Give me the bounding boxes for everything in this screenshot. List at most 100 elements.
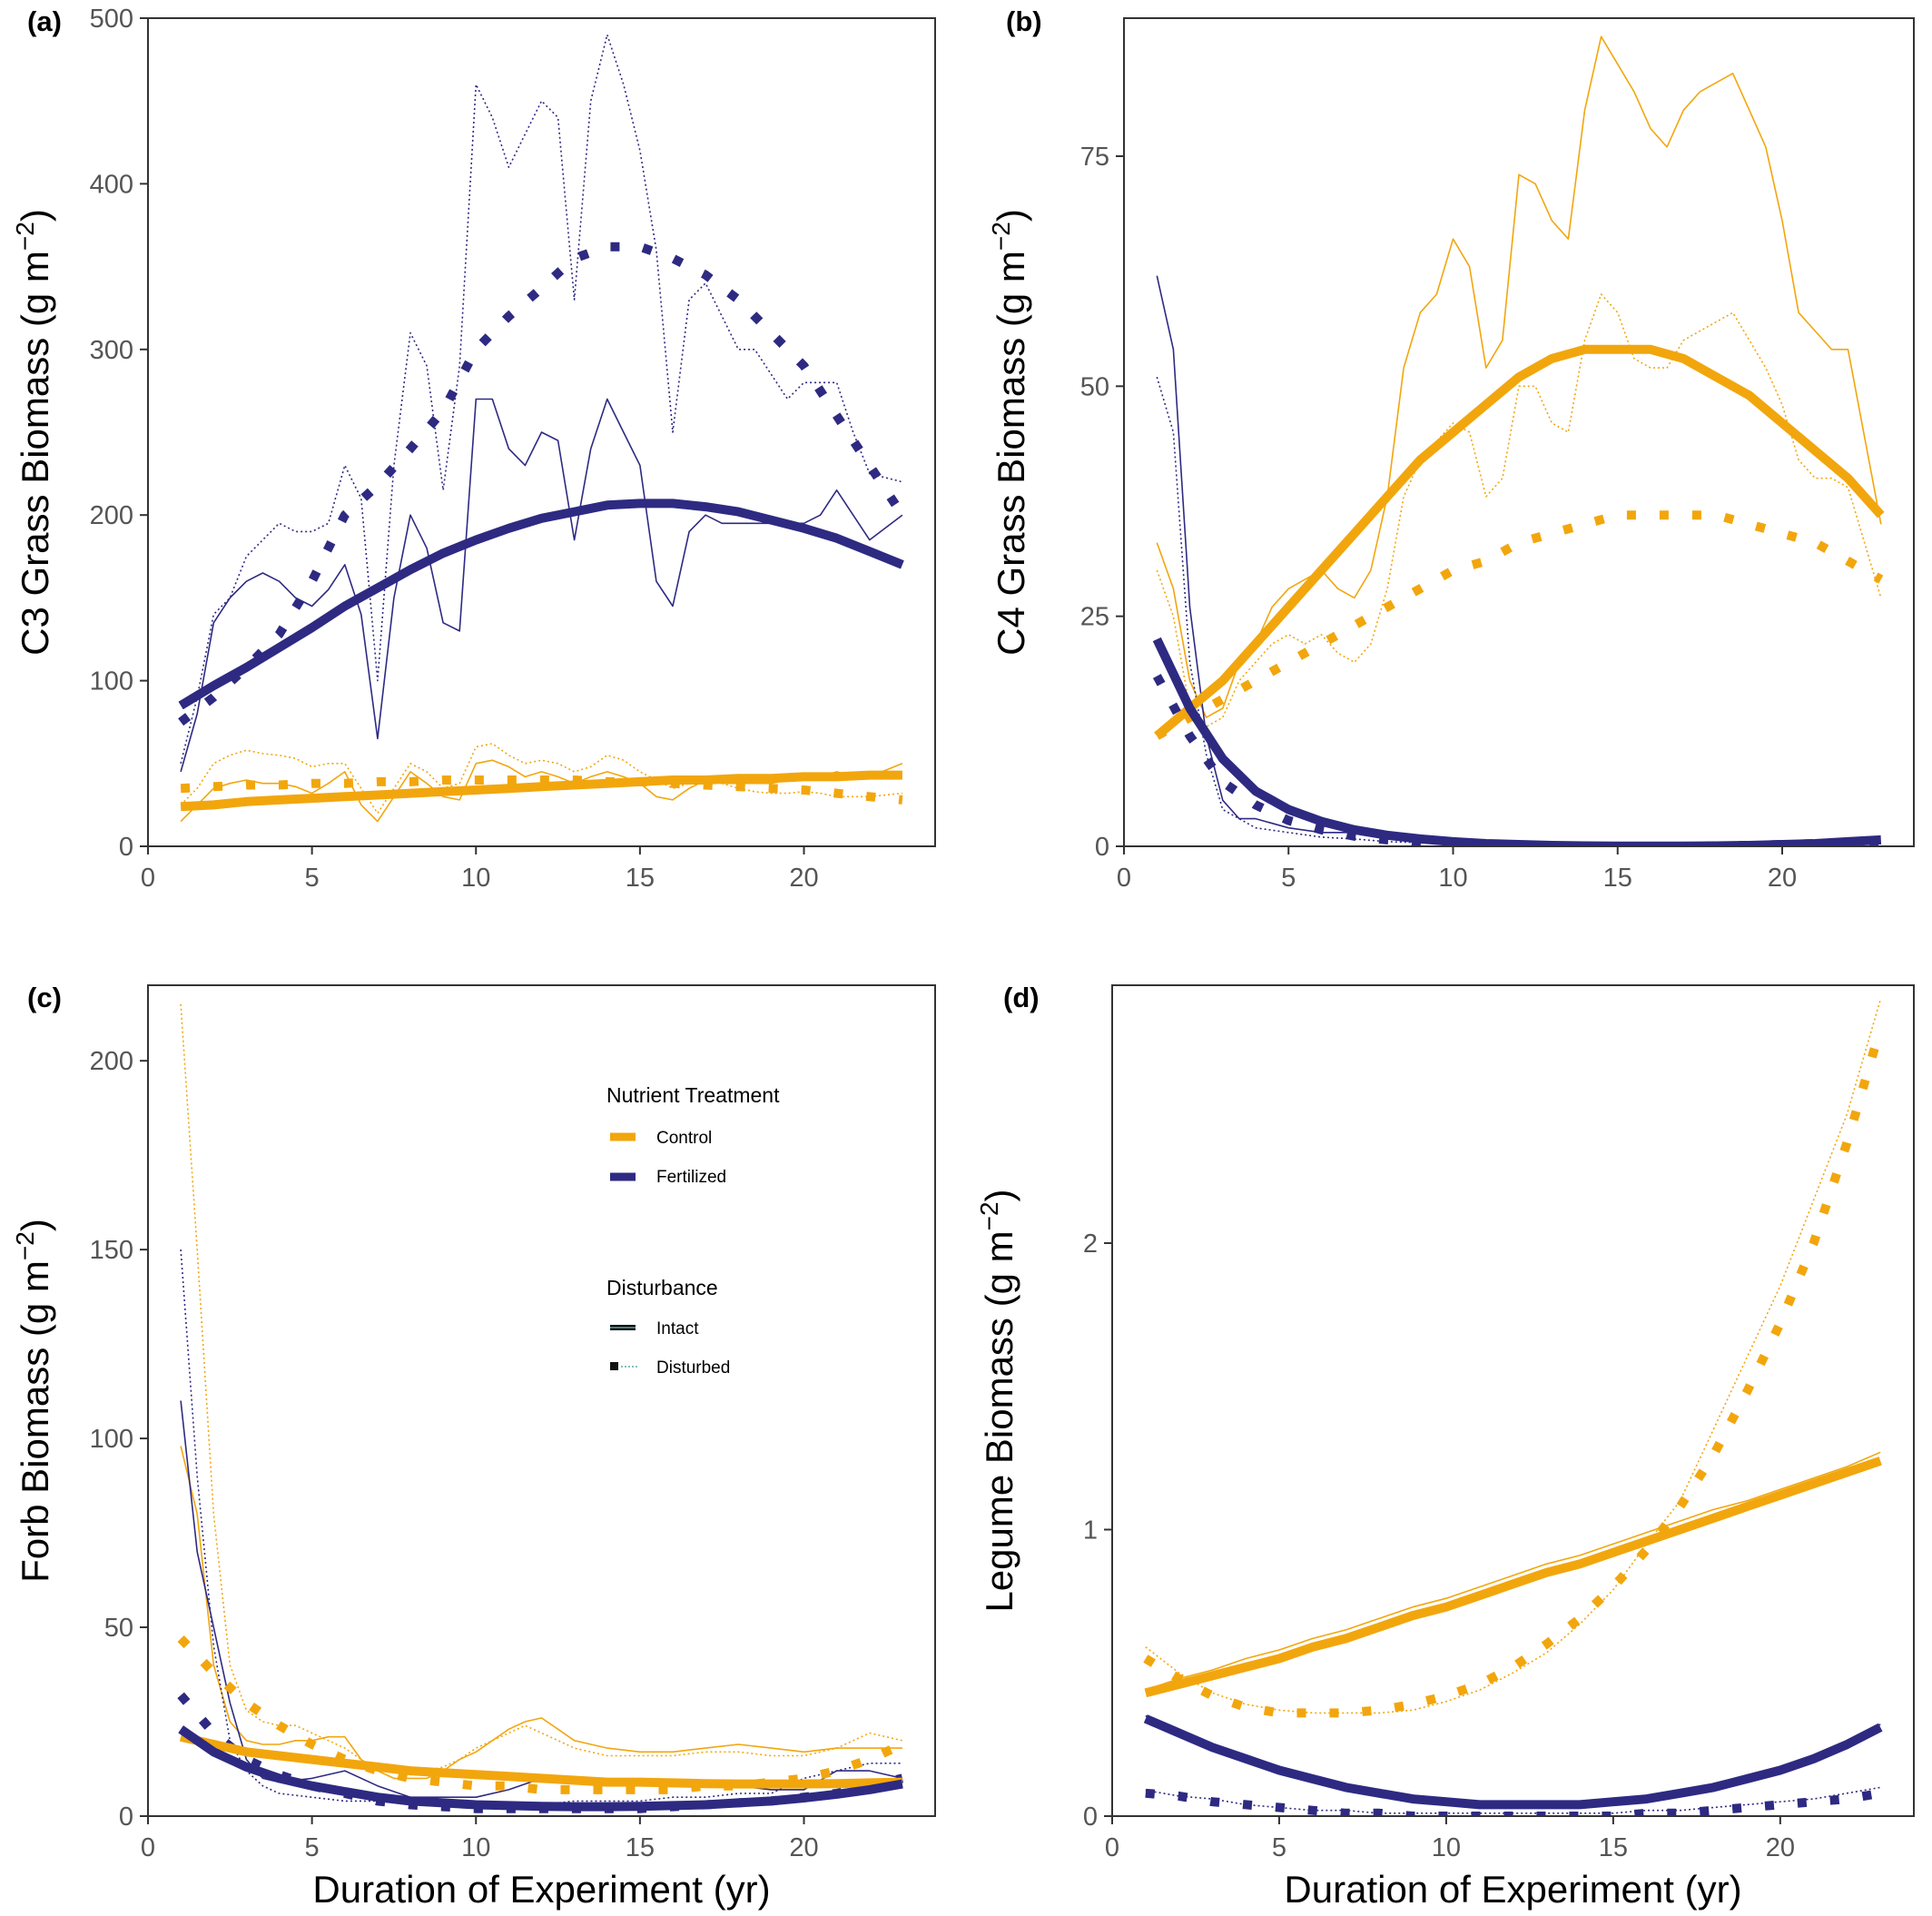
panel-c-xtick-label: 15 [626, 1833, 655, 1862]
panel-a: 0 100 200 300 400 500 0 5 10 15 20 C3 Grass Biomass… [11, 5, 936, 893]
panel-a-control-disturbed-observed-line [180, 743, 902, 815]
panel-c-series [177, 1003, 904, 1813]
panel-b-control-disturbed-observed-line [1156, 293, 1882, 728]
panel-c-fertilized-disturbed-observed-line [180, 1249, 902, 1806]
panel-a-fertilized-disturbed-observed-line [180, 34, 903, 764]
panel-b-ytick-label: 25 [1080, 603, 1109, 632]
panel-a-ylabel-close: ) [14, 209, 56, 222]
panel-a-xtick-label: 15 [626, 864, 655, 893]
panel-c-ylabel-close: ) [14, 1219, 56, 1231]
legend-fertilized-label: Fertilized [656, 1168, 726, 1187]
panel-c-xtick-label: 20 [789, 1833, 818, 1862]
panel-c-xlabel: Duration of Experiment (yr) [312, 1868, 770, 1911]
panel-a-fertilized-intact-fit-line [178, 499, 904, 710]
panel-a-ytick-label: 400 [90, 170, 133, 199]
panel-b-ytick-label: 50 [1080, 372, 1109, 401]
panel-d-ylabel-sup: −2 [975, 1201, 1003, 1230]
panel-a-fertilized-disturbed-fit-line [178, 242, 907, 726]
panel-c-xtick-label: 10 [461, 1833, 490, 1862]
panel-c-fertilized-disturbed-fit-line [177, 1692, 904, 1813]
panel-b-xtick-label: 20 [1768, 864, 1797, 893]
legend-disturbed-swatch-square [610, 1362, 618, 1370]
panel-b-fertilized-intact-observed-line [1156, 275, 1881, 844]
panel-d-frame [1111, 984, 1915, 1817]
panel-b-ylabel: C4 Grass Biomass (g m−2) [987, 209, 1032, 656]
panel-c-control-intact-observed-line [180, 1446, 902, 1780]
panel-c-control-intact-fit-line [179, 1732, 903, 1789]
panel-c-ytick-label: 50 [104, 1614, 133, 1643]
panel-d-control-intact-fit-line [1144, 1457, 1882, 1698]
legend-control-label: Control [656, 1129, 712, 1148]
panel-d-xtick-label: 10 [1432, 1833, 1461, 1862]
panel-b-letter: (b) [1006, 5, 1042, 37]
panel-c-ylabel-main: Forb Biomass (g m [14, 1260, 56, 1583]
panel-b-xtick-label: 10 [1438, 864, 1467, 893]
panel-b-fertilized-intact-fit-line [1152, 637, 1882, 846]
panel-c-ylabel-sup: −2 [11, 1231, 39, 1260]
panel-b-frame [1123, 17, 1915, 847]
panel-d-series [1143, 999, 1886, 1816]
panel-c-xtick-label: 0 [141, 1833, 155, 1862]
legend-disturbance-title: Disturbance [606, 1276, 718, 1299]
panel-a-xtick-label: 0 [141, 864, 155, 893]
panel-b-fertilized-disturbed-observed-line [1156, 376, 1881, 844]
panel-a-ylabel-sup: −2 [11, 222, 39, 251]
panel-c-control-disturbed-fit-line [177, 1635, 904, 1794]
panel-b-xtick-label: 5 [1281, 864, 1296, 893]
panel-c: 0 50 100 150 200 0 5 10 15 20 Forb Biomass (g m−2)… [11, 982, 936, 1911]
panel-b-series [1152, 35, 1885, 846]
panel-c-fertilized-intact-fit-line [178, 1725, 903, 1812]
legend-intact-label: Intact [656, 1319, 699, 1338]
panel-c-ytick-label: 0 [119, 1802, 133, 1832]
panel-d-ylabel-main: Legume Biomass (g m [978, 1230, 1020, 1612]
panel-d-control-intact-observed-line [1145, 1451, 1881, 1691]
panel-b: 0 25 50 75 0 5 10 15 20 C4 Grass Biomass (g m−2) (… [987, 5, 1915, 893]
panel-d-ytick-label: 0 [1083, 1802, 1098, 1832]
panel-a-ytick-label: 100 [90, 667, 133, 696]
panel-d-xtick-label: 0 [1105, 1833, 1119, 1862]
panel-d-control-disturbed-observed-line [1145, 999, 1881, 1714]
panel-b-control-intact-observed-line [1156, 35, 1882, 718]
panel-a-ytick-label: 0 [119, 833, 133, 862]
panel-a-control-disturbed-fit-line [180, 775, 903, 805]
panel-b-xtick-label: 15 [1603, 864, 1632, 893]
panel-d-ytick-label: 1 [1083, 1516, 1098, 1545]
panel-b-ylabel-close: ) [990, 209, 1032, 222]
panel-a-ytick-label: 300 [90, 336, 133, 365]
panel-c-xtick-label: 5 [305, 1833, 320, 1862]
panel-c-ytick-label: 150 [90, 1236, 133, 1265]
panel-d-fertilized-disturbed-observed-line [1145, 1786, 1881, 1814]
panel-d-xtick-label: 15 [1599, 1833, 1628, 1862]
panel-b-ylabel-main: C4 Grass Biomass (g m [990, 251, 1032, 656]
panel-d-control-disturbed-fit-line [1143, 1026, 1886, 1718]
legend-nutrient-title: Nutrient Treatment [606, 1083, 780, 1107]
legend-disturbed-label: Disturbed [656, 1358, 730, 1378]
panel-a-xtick-label: 10 [461, 864, 490, 893]
panel-d-xtick-label: 5 [1272, 1833, 1286, 1862]
panel-c-control-disturbed-observed-line [180, 1003, 903, 1772]
panel-a-frame [147, 17, 936, 847]
panel-d-ytick-label: 2 [1083, 1230, 1098, 1259]
panel-a-letter: (a) [27, 5, 62, 37]
panel-b-ytick-label: 75 [1080, 143, 1109, 172]
panel-c-ylabel: Forb Biomass (g m−2) [11, 1219, 56, 1583]
panel-b-xtick-label: 0 [1117, 864, 1131, 893]
panel-c-letter: (c) [27, 982, 62, 1013]
panel-b-control-disturbed-fit-line [1154, 510, 1884, 740]
panel-b-ytick-label: 0 [1095, 833, 1109, 862]
panel-a-control-intact-fit-line [180, 770, 902, 812]
panel-b-control-intact-fit-line [1154, 344, 1885, 740]
panel-d-ylabel-close: ) [978, 1189, 1020, 1201]
panel-c-ytick-label: 100 [90, 1425, 133, 1454]
panel-a-ytick-label: 500 [90, 5, 133, 34]
panel-a-fertilized-intact-observed-line [180, 398, 903, 773]
panel-a-xtick-label: 5 [305, 864, 320, 893]
panel-d-ylabel: Legume Biomass (g m−2) [975, 1189, 1020, 1612]
panel-d-fertilized-intact-fit-line [1143, 1714, 1883, 1810]
panel-c-fertilized-intact-observed-line [180, 1400, 903, 1798]
panel-d-xlabel: Duration of Experiment (yr) [1284, 1868, 1741, 1911]
panel-d-letter: (d) [1003, 982, 1040, 1013]
panel-a-ylabel: C3 Grass Biomass (g m−2) [11, 209, 56, 656]
